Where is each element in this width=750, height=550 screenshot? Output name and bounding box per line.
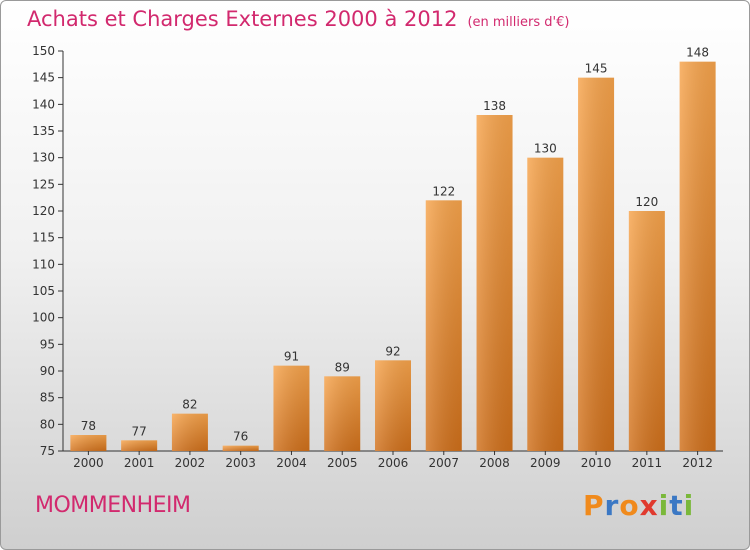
logo-letter: i [683,489,695,522]
y-tick-label: 130 [32,151,55,165]
y-tick-label: 145 [32,71,55,85]
logo-letter: r [604,489,620,522]
x-tick-label: 2008 [479,456,510,470]
x-tick-label: 2009 [530,456,561,470]
x-tick-label: 2011 [632,456,663,470]
chart-title-text: Achats et Charges Externes 2000 à 2012 [27,7,458,31]
data-label: 145 [585,62,608,76]
location-label: MOMMENHEIM [35,493,191,518]
data-label: 91 [284,350,299,364]
bar-shade [375,360,411,451]
bar-shade [476,115,513,451]
logo-letter: o [619,489,640,522]
bar-shade [425,200,462,451]
bar-shade [679,61,716,452]
data-label: 138 [483,99,506,113]
x-tick-label: 2010 [581,456,612,470]
y-tick-label: 135 [32,124,55,138]
y-tick-label: 90 [40,364,55,378]
y-tick-label: 75 [40,444,55,458]
data-label: 76 [233,430,248,444]
x-tick-label: 2000 [73,456,104,470]
x-tick-label: 2007 [428,456,459,470]
bar-shade [222,445,259,451]
bar-shade [273,365,310,451]
y-tick-label: 120 [32,204,55,218]
x-tick-label: 2002 [175,456,206,470]
logo-letter: P [583,489,605,522]
y-tick-label: 105 [32,284,55,298]
data-label: 130 [534,142,557,156]
x-tick-label: 2005 [327,456,358,470]
y-tick-label: 115 [32,231,55,245]
bar-shade [628,211,665,451]
bar-shade [70,435,107,451]
x-tick-label: 2001 [124,456,155,470]
y-tick-label: 100 [32,311,55,325]
data-label: 92 [385,344,400,358]
data-label: 77 [132,424,147,438]
x-tick-label: 2006 [378,456,409,470]
logo-letter: i [658,489,670,522]
y-tick-label: 140 [32,97,55,111]
data-label: 89 [335,360,350,374]
data-label: 148 [686,46,709,60]
bar-shade [171,413,208,451]
bar-shade [121,440,158,451]
chart-unit-note: (en milliers d'€) [467,15,570,30]
bar-shade [527,157,564,451]
y-tick-label: 95 [40,337,55,351]
bar-shade [578,77,615,452]
y-tick-label: 150 [32,44,55,58]
data-label: 78 [81,419,96,433]
proxiti-logo: Proxiti [583,489,694,522]
y-tick-label: 110 [32,257,55,271]
y-tick-label: 85 [40,391,55,405]
logo-letter: x [639,489,659,522]
logo-letter: t [669,489,684,522]
x-tick-label: 2003 [225,456,256,470]
x-tick-label: 2012 [682,456,713,470]
x-tick-label: 2004 [276,456,307,470]
bar-shade [324,376,361,451]
data-label: 120 [635,195,658,209]
y-tick-label: 80 [40,417,55,431]
y-tick-label: 125 [32,177,55,191]
data-label: 122 [432,184,455,198]
data-label: 82 [182,398,197,412]
chart-title: Achats et Charges Externes 2000 à 2012 (e… [27,7,569,31]
